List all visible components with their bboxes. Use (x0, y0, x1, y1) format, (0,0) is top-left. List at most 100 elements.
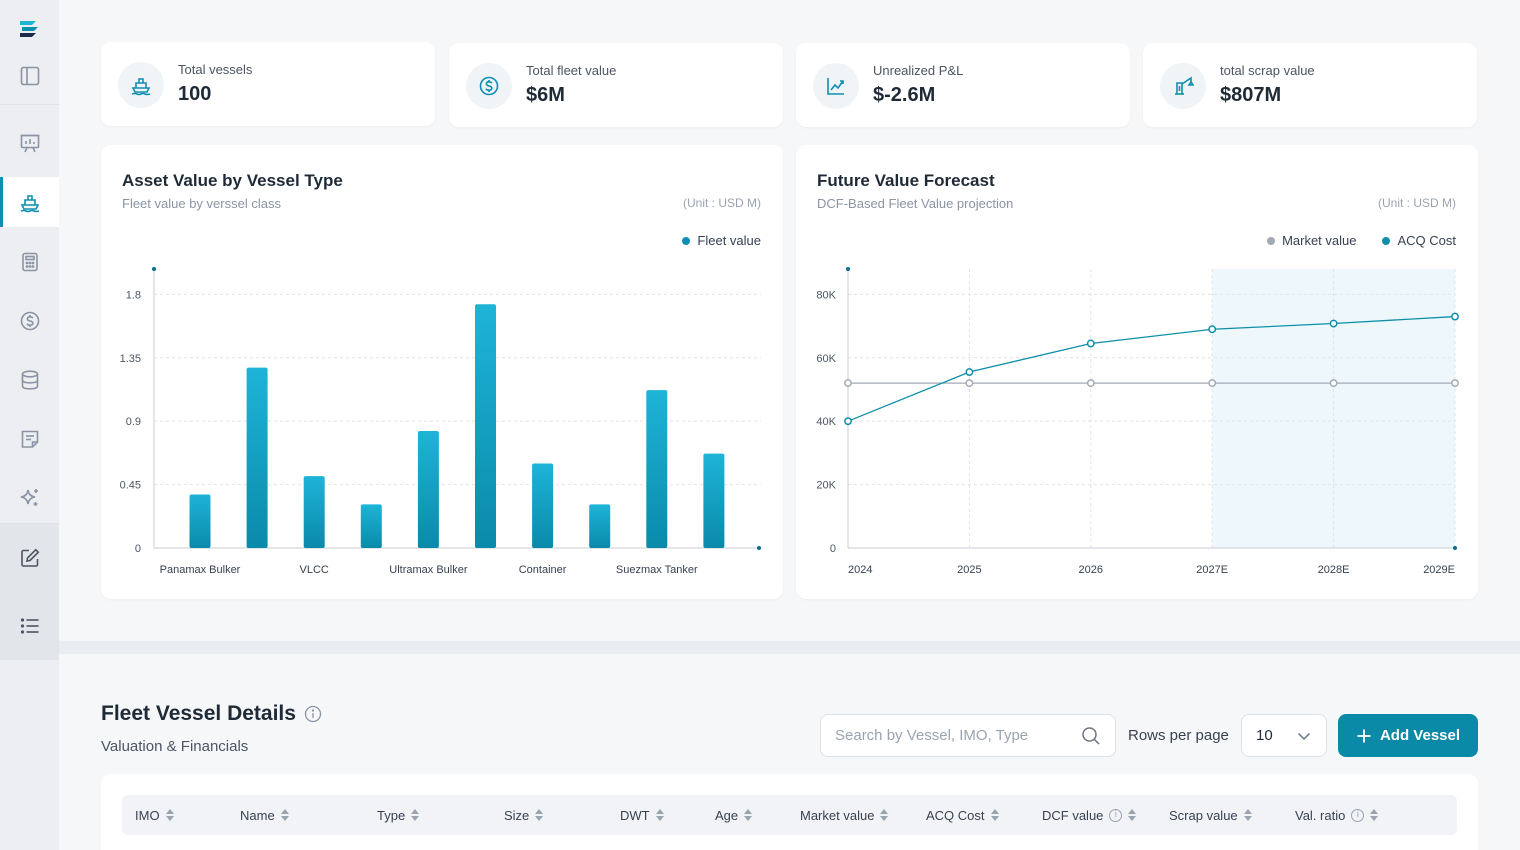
legend-item-fleet-value[interactable]: Fleet value (682, 233, 761, 248)
chart-subtitle: Fleet value by verssel class (122, 196, 281, 211)
legend-label: Market value (1282, 233, 1357, 248)
column-header[interactable]: IMO (135, 795, 174, 835)
sort-icon[interactable] (535, 809, 544, 821)
sidebar-item-dashboard[interactable] (0, 118, 59, 168)
column-header-label: DWT (620, 807, 650, 823)
x-tick-label: 2028E (1318, 564, 1350, 576)
x-tick-label: VLCC (300, 564, 329, 576)
column-header[interactable]: Type (377, 795, 420, 835)
info-icon[interactable]: i (1109, 808, 1123, 822)
data-point[interactable] (844, 379, 852, 388)
sort-icon[interactable] (655, 809, 664, 821)
legend-item-acq-cost[interactable]: ACQ Cost (1382, 233, 1456, 248)
table-header: IMO Name Type Size DWT Age Market value ACQ Cos… (122, 795, 1457, 835)
ship-icon (131, 78, 151, 96)
dashboard-area: Total vessels 100 Total fleet value $6M … (59, 0, 1520, 641)
bar[interactable] (189, 494, 211, 548)
legend-item-market-value[interactable]: Market value (1267, 233, 1356, 248)
x-tick-label: 2029E (1423, 564, 1455, 576)
column-header[interactable]: Scrap value (1169, 795, 1252, 835)
info-icon[interactable]: i (1351, 808, 1365, 822)
sidebar-item-finance[interactable] (0, 296, 59, 346)
sort-icon[interactable] (1243, 809, 1252, 821)
section-divider (59, 641, 1520, 654)
column-header-label: Scrap value (1169, 807, 1238, 823)
bar[interactable] (417, 431, 439, 548)
column-header-label: Name (240, 807, 275, 823)
fleet-table: IMO Name Type Size DWT Age Market value ACQ Cos… (101, 774, 1478, 850)
info-icon[interactable] (304, 705, 322, 723)
legend-label: Fleet value (697, 233, 761, 248)
add-vessel-button[interactable]: Add Vessel (1338, 714, 1478, 757)
sort-icon[interactable] (880, 809, 889, 821)
bar[interactable] (589, 504, 611, 548)
y-tick-label: 60K (816, 353, 836, 365)
data-point[interactable] (1208, 379, 1217, 388)
column-header[interactable]: Market value (800, 795, 889, 835)
data-point[interactable] (1451, 312, 1459, 321)
data-point[interactable] (965, 379, 974, 388)
x-tick-label: 2026 (1079, 564, 1103, 576)
bar[interactable] (246, 367, 268, 548)
sort-icon[interactable] (1128, 809, 1137, 821)
rows-per-page-select[interactable]: 10 (1241, 714, 1327, 757)
bar[interactable] (360, 504, 382, 548)
sort-icon[interactable] (165, 809, 174, 821)
data-point[interactable] (1329, 319, 1338, 328)
sidebar-item-list[interactable] (0, 592, 59, 660)
chart-legend: Market value ACQ Cost (1267, 233, 1456, 248)
bar[interactable] (532, 463, 554, 548)
sort-icon[interactable] (280, 809, 289, 821)
sidebar-item-edit[interactable] (0, 524, 59, 592)
column-header[interactable]: Name (240, 795, 289, 835)
data-point[interactable] (965, 368, 974, 376)
y-tick-label: 80K (816, 289, 836, 301)
bar[interactable] (475, 304, 496, 548)
column-header[interactable]: DWT (620, 795, 664, 835)
column-header[interactable]: Val. ratio i (1295, 795, 1379, 835)
column-header[interactable]: ACQ Cost (926, 795, 999, 835)
legend-dot (1382, 236, 1391, 245)
sort-icon[interactable] (411, 809, 420, 821)
app-logo[interactable] (17, 18, 41, 40)
data-point[interactable] (1451, 379, 1459, 388)
column-header[interactable]: DCF value i (1042, 795, 1137, 835)
data-point[interactable] (1086, 379, 1095, 388)
column-header-label: Type (377, 807, 406, 823)
bar[interactable] (303, 476, 325, 548)
column-header[interactable]: Size (504, 795, 544, 835)
sidebar-item-vessels[interactable] (0, 177, 59, 227)
fleet-details-section: Fleet Vessel Details Valuation & Financi… (59, 654, 1520, 850)
plus-icon (1357, 729, 1371, 742)
data-point[interactable] (1086, 339, 1095, 348)
sort-icon[interactable] (990, 809, 999, 821)
bar[interactable] (646, 390, 668, 548)
chevron-down-icon (1297, 732, 1311, 740)
asset-value-chart-card: Asset Value by Vessel Type Fleet value b… (101, 145, 783, 599)
sidebar-item-panel[interactable] (0, 51, 59, 101)
sort-icon[interactable] (1370, 809, 1379, 821)
bar[interactable] (703, 453, 725, 548)
column-header-label: Val. ratio (1295, 807, 1346, 823)
column-header-label: ACQ Cost (926, 807, 985, 823)
sidebar-item-ai[interactable] (0, 473, 59, 523)
search-icon[interactable] (1081, 726, 1101, 746)
sidebar-item-reports[interactable] (0, 414, 59, 464)
search-input[interactable] (835, 727, 1075, 744)
sort-icon[interactable] (744, 809, 753, 821)
kpi-card-total-scrap-value: total scrap value $807M (1143, 43, 1477, 127)
sidebar-item-database[interactable] (0, 355, 59, 405)
kpi-value: $6M (526, 84, 565, 106)
column-header[interactable]: Age (715, 795, 753, 835)
sidebar-item-calculator[interactable] (0, 237, 59, 287)
kpi-card-unrealized-pl: Unrealized P&L $-2.6M (796, 43, 1130, 127)
axis-end-dot (152, 267, 156, 271)
data-point[interactable] (1208, 325, 1217, 334)
data-point[interactable] (1329, 379, 1338, 388)
main-content: Total vessels 100 Total fleet value $6M … (59, 0, 1520, 850)
column-header-label: DCF value (1042, 807, 1104, 823)
legend-dot (682, 236, 691, 245)
data-point[interactable] (844, 417, 852, 426)
ship-icon (20, 195, 39, 213)
x-tick-label: 2027E (1196, 564, 1228, 576)
